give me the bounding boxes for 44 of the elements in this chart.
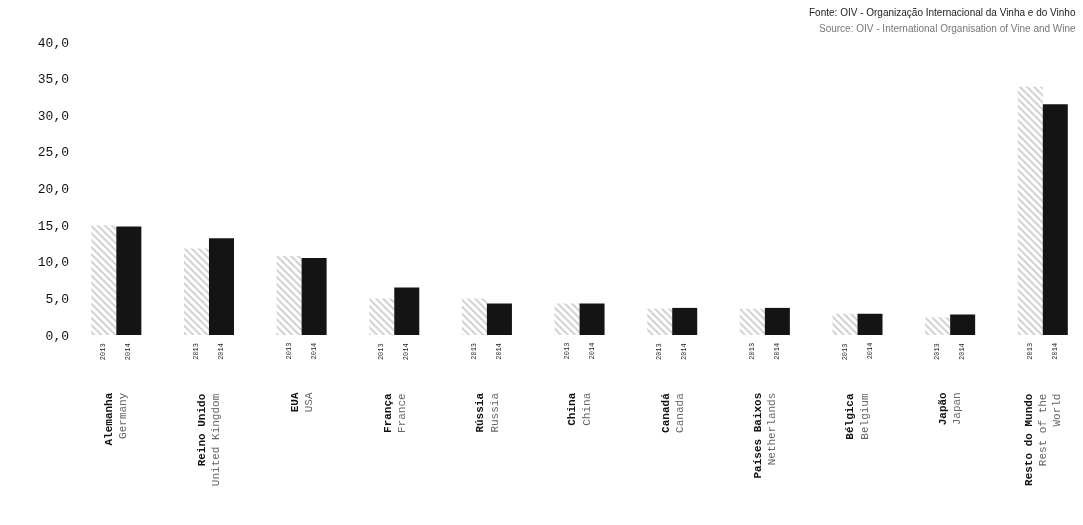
source-note: Source: OIV - International Organisation of Vine and Wine [819,23,1077,34]
bar [1017,86,1043,335]
x-tick-label: China China [566,392,593,426]
bar [739,308,765,335]
y-tick-label: 10,0 [37,255,69,271]
bar [91,225,117,335]
source-note: Fonte: OIV - Organização Internacional da Vinha e do Vinho [809,7,1076,18]
bar [394,287,420,335]
bar [925,317,951,335]
y-tick-label: 30,0 [37,108,69,124]
bar [276,255,302,335]
bar [764,307,790,335]
x-tick-label: Canadá Canada [659,392,686,433]
x-tick-label: Bélgica Belgium [844,393,871,440]
x-tick-label: Resto do Mundo Rest of the World [1022,393,1064,486]
y-tick-label: 0,0 [45,328,69,344]
bar [486,303,512,335]
bar [183,248,209,335]
x-tick-label: Japão Japan [936,391,964,426]
x-tick-label: França France [381,392,408,433]
x-tick-label: Alemanha Germany [103,392,130,446]
bar [116,226,142,335]
x-tick-label: Países Baixos Netherlands [752,392,779,479]
y-tick-label: 40,0 [37,35,69,51]
x-tick-label: Reino Unido United Kingdom [195,393,223,487]
bar [950,314,976,335]
bar [301,258,327,335]
y-tick-label: 35,0 [37,72,69,88]
x-tick-label: EUA USA [288,392,316,413]
bar [369,298,395,335]
bar [554,303,580,335]
bar [647,308,673,335]
y-tick-label: 15,0 [37,218,69,234]
bar [672,307,698,335]
y-tick-label: 5,0 [45,291,69,307]
bar [208,238,234,335]
bar [461,298,487,335]
bar [579,303,605,335]
x-tick-label: Rússia Russia [474,392,501,433]
bar [832,313,858,335]
y-tick-label: 25,0 [37,145,69,161]
bar [1042,104,1068,335]
bar [857,313,883,335]
y-tick-label: 20,0 [37,182,69,198]
